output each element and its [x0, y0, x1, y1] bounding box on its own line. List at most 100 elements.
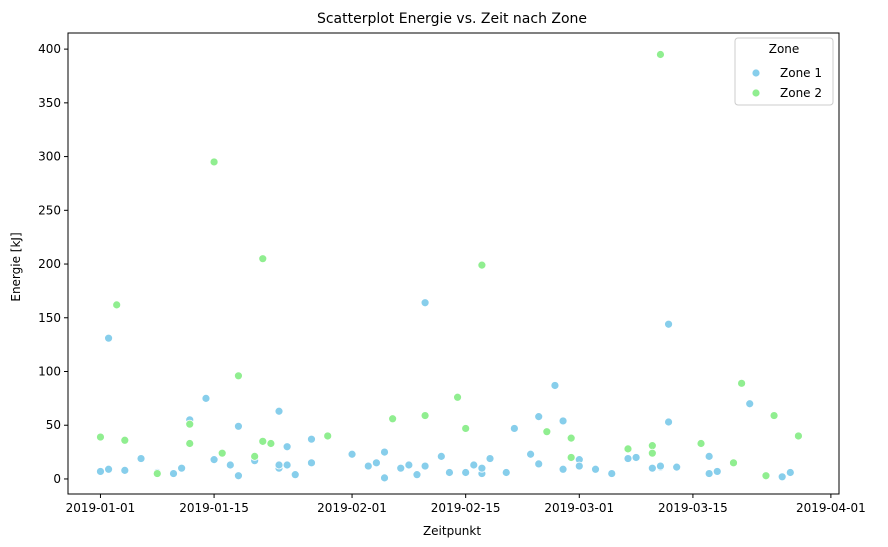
series-2-point-16 — [453, 392, 462, 402]
x-tick-label: 2019-04-01 — [796, 501, 866, 515]
series-1-point-17 — [274, 406, 284, 416]
series-2-point-2 — [120, 435, 130, 445]
x-tick-label: 2019-01-01 — [66, 501, 136, 515]
series-1-point-66 — [785, 468, 795, 477]
series-2-point-1 — [112, 300, 122, 310]
series-2-point-9 — [250, 451, 260, 461]
y-tick-label: 50 — [46, 418, 61, 432]
series-2-point-11 — [258, 254, 268, 264]
series-1-point-1 — [104, 464, 113, 474]
x-tick-label: 2019-01-15 — [179, 501, 249, 515]
series-1-point-53 — [631, 453, 641, 462]
legend-title: Zone — [769, 42, 800, 56]
series-2-point-10 — [258, 436, 268, 446]
series-2-point-21 — [566, 433, 576, 443]
plot-marks — [96, 50, 803, 483]
y-axis-title: Energie [kJ] — [9, 232, 23, 301]
series-1-point-20 — [290, 470, 300, 480]
series-2-point-13 — [323, 431, 333, 441]
series-1-point-35 — [461, 468, 471, 477]
series-2-point-28 — [737, 378, 747, 388]
series-1-point-60 — [704, 451, 714, 461]
series-1-point-42 — [526, 449, 535, 459]
x-axis-title: Zeitpunkt — [423, 524, 481, 538]
series-1-point-41 — [509, 424, 519, 433]
series-1-point-30 — [412, 470, 422, 480]
series-1-point-36 — [469, 460, 479, 470]
series-1-point-4 — [136, 454, 146, 463]
series-1-point-3 — [120, 465, 130, 475]
y-tick-label: 150 — [38, 311, 61, 325]
plot-frame — [67, 32, 840, 495]
series-2-point-22 — [623, 444, 633, 454]
legend-label-1: Zone 1 — [780, 66, 822, 80]
series-1-point-57 — [664, 417, 673, 427]
x-tick-label: 2019-03-15 — [658, 501, 728, 515]
legend: Zone Zone 1 Zone 2 — [734, 37, 834, 106]
legend-label-2: Zone 2 — [780, 86, 822, 100]
series-1-point-44 — [534, 459, 544, 469]
x-tick-label: 2019-02-15 — [431, 501, 501, 515]
series-1-point-61 — [704, 469, 714, 478]
series-1-point-65 — [777, 472, 787, 482]
series-1-point-27 — [380, 473, 389, 483]
series-1-point-40 — [501, 468, 511, 477]
series-2-point-24 — [647, 448, 657, 458]
series-1-point-16 — [274, 460, 284, 470]
series-1-point-22 — [307, 458, 316, 468]
legend-box — [734, 37, 834, 106]
series-2-point-14 — [388, 414, 398, 424]
series-1-point-38 — [477, 463, 487, 473]
series-1-point-23 — [347, 449, 357, 459]
series-1-point-25 — [371, 458, 381, 468]
series-1-point-6 — [169, 469, 178, 478]
series-2-point-23 — [647, 441, 657, 451]
series-1-point-58 — [664, 319, 673, 329]
series-1-point-11 — [225, 460, 235, 470]
series-2-point-19 — [542, 427, 552, 437]
series-2-point-8 — [234, 371, 243, 381]
x-tick-label: 2019-03-01 — [544, 501, 614, 515]
series-1-point-7 — [177, 463, 187, 473]
series-1-point-56 — [656, 461, 665, 471]
series-1-point-43 — [534, 412, 544, 422]
series-2-point-29 — [761, 471, 771, 481]
series-2-point-26 — [696, 439, 706, 448]
series-1-point-12 — [234, 421, 243, 431]
series-1-point-59 — [672, 462, 682, 472]
y-tick-label: 200 — [38, 257, 61, 271]
series-2-point-6 — [209, 157, 219, 167]
series-1-point-46 — [558, 416, 568, 426]
series-2-point-27 — [729, 458, 738, 468]
series-1-point-29 — [404, 460, 414, 470]
series-1-point-63 — [745, 399, 755, 409]
y-tick-label: 100 — [38, 364, 61, 378]
y-tick-label: 350 — [38, 96, 61, 110]
legend-marker-2 — [751, 88, 761, 98]
series-1-point-0 — [96, 467, 105, 476]
series-1-point-26 — [380, 447, 389, 457]
x-tick-label: 2019-02-01 — [317, 501, 387, 515]
series-1-point-10 — [209, 455, 219, 465]
series-1-point-24 — [363, 461, 373, 471]
series-1-point-34 — [445, 468, 454, 477]
series-2-point-7 — [217, 448, 227, 458]
series-1-point-13 — [234, 471, 243, 481]
y-tick-label: 400 — [38, 42, 61, 56]
series-2-point-0 — [96, 432, 105, 442]
series-1-point-52 — [623, 454, 633, 463]
series-2-point-12 — [266, 439, 276, 448]
series-1-point-51 — [607, 469, 617, 478]
series-1-point-47 — [558, 464, 568, 474]
series-1-point-9 — [201, 393, 211, 403]
series-2-point-4 — [185, 419, 195, 429]
series-1-point-32 — [420, 298, 430, 308]
series-2-point-30 — [769, 411, 779, 420]
series-1-point-49 — [574, 461, 584, 471]
series-2-point-3 — [152, 469, 162, 478]
series-1-point-33 — [436, 451, 446, 461]
series-1-point-62 — [712, 467, 722, 476]
series-2-point-17 — [461, 424, 471, 433]
y-axis: 0 50 100 150 200 250 300 350 400 — [38, 42, 68, 486]
